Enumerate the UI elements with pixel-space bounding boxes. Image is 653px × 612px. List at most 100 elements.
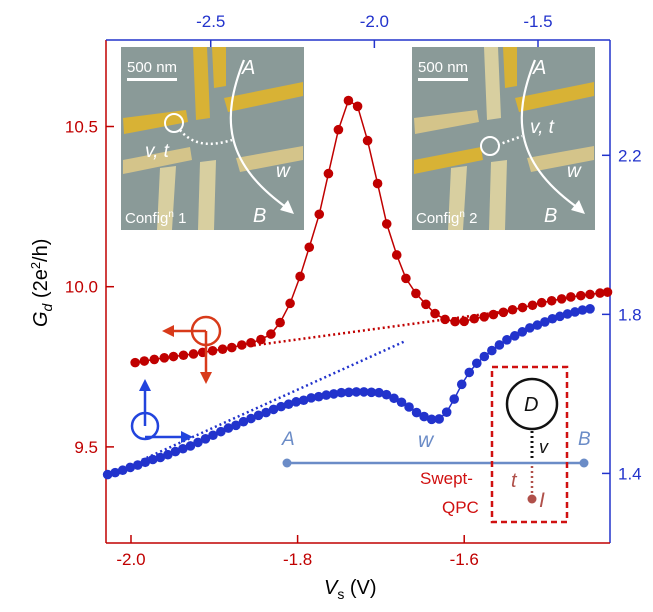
schematic-label-t: t: [511, 470, 518, 492]
data-point: [532, 320, 543, 330]
x-bottom-tick-label: -1.6: [450, 550, 479, 569]
blue-axis-marker-up-head: [139, 379, 151, 391]
data-point: [168, 351, 179, 362]
swept-qpc-box: [490, 365, 569, 524]
inset-2-label-vt: v, t: [530, 117, 555, 138]
data-point: [426, 414, 437, 425]
data-point: [527, 300, 538, 311]
inset-2-scale-label: 500 nm: [418, 59, 468, 76]
data-point: [479, 351, 490, 362]
data-point: [396, 397, 407, 408]
x-bottom-tick-label: -2.0: [116, 550, 145, 569]
axis-ticks: -2.0 -1.8 -1.6 -2.5 -2.0 -1.5 9.5 10.0 10.5 1.4 1.…: [65, 12, 642, 569]
inset-2-label-a: A: [532, 57, 546, 79]
y-right-tick-label: 1.4: [618, 464, 642, 483]
inset-2-flow-arrowhead: [571, 200, 585, 214]
data-point: [517, 327, 528, 337]
data-point: [140, 457, 151, 468]
data-point: [502, 335, 512, 345]
data-point: [440, 314, 450, 325]
data-point: [459, 316, 470, 327]
data-point: [450, 316, 460, 327]
data-point: [381, 389, 392, 400]
data-point: [314, 209, 325, 220]
inset-1-gates: [123, 47, 303, 230]
data-point: [556, 294, 567, 304]
data-point: [570, 307, 580, 317]
baseline-dotted: [141, 339, 406, 462]
inset-1-caption: Confign 1: [125, 209, 186, 227]
y-left-tick-label: 10.0: [65, 278, 98, 297]
data-point: [404, 402, 414, 412]
data-point: [132, 460, 143, 470]
data-point: [430, 308, 440, 319]
data-point: [576, 290, 586, 301]
data-point: [525, 323, 535, 333]
x-axis-title: Vs (V): [324, 577, 377, 602]
device-schematic: A B w D v t I Swept- QPC: [281, 365, 591, 524]
data-point: [285, 298, 295, 309]
data-point: [217, 344, 228, 354]
data-point: [566, 292, 576, 302]
y-axis-title: Gd (2e2/h): [28, 239, 55, 327]
schematic-label-i: I: [539, 489, 545, 512]
data-point: [323, 168, 334, 179]
red-axis-marker-down-head: [200, 372, 212, 384]
data-point: [256, 334, 266, 345]
data-point: [208, 430, 218, 441]
data-point: [216, 426, 226, 437]
schematic-dot-d: [505, 377, 559, 431]
data-point: [374, 387, 384, 398]
data-point: [336, 387, 347, 398]
x-top-tick-label: -1.5: [523, 12, 552, 31]
y-right-tick-label: 1.8: [618, 305, 642, 324]
inset-2-label-w: w: [567, 161, 582, 182]
data-point: [391, 250, 402, 260]
data-point: [434, 414, 444, 424]
x-top-tick-label: -2.5: [196, 12, 225, 31]
inset-1-flow-arrow: [229, 59, 291, 211]
data-point: [283, 399, 294, 410]
data-point: [488, 309, 499, 320]
schematic-label-swept: Swept-: [420, 469, 473, 488]
inset-1-label-b: B: [253, 205, 266, 227]
data-point: [321, 390, 332, 400]
red-axis-marker-left-head: [162, 325, 174, 337]
data-point: [185, 441, 196, 451]
data-point: [238, 416, 249, 427]
data-point: [304, 242, 315, 253]
data-point: [343, 95, 354, 106]
data-point: [231, 420, 241, 431]
data-point: [306, 393, 317, 403]
data-point: [295, 271, 305, 282]
data-point: [275, 317, 285, 328]
data-point: [246, 413, 256, 424]
data-point: [372, 178, 383, 189]
data-point: [328, 389, 339, 399]
data-point: [351, 387, 362, 397]
data-point: [456, 379, 467, 390]
data-point: [517, 302, 528, 313]
data-point: [207, 345, 218, 356]
data-point: [268, 404, 279, 415]
data-point: [509, 331, 520, 341]
data-point: [276, 401, 286, 412]
inset-config-2: 500 nm A v, t w B Confign 2: [412, 47, 595, 230]
data-point: [344, 387, 354, 398]
data-point: [472, 358, 482, 369]
data-point: [419, 411, 429, 422]
data-point: [577, 305, 588, 315]
data-point: [595, 288, 605, 298]
data-point: [546, 295, 557, 306]
data-point: [441, 407, 452, 417]
y-right-tick-label: 2.2: [618, 146, 642, 165]
data-point: [139, 356, 150, 366]
data-point: [298, 395, 309, 406]
data-point: [178, 443, 188, 454]
data-point: [291, 397, 301, 407]
red-axis-marker: [162, 315, 222, 384]
data-point: [200, 434, 211, 444]
data-point: [333, 124, 344, 135]
data-point: [125, 462, 136, 473]
data-point: [585, 303, 595, 314]
